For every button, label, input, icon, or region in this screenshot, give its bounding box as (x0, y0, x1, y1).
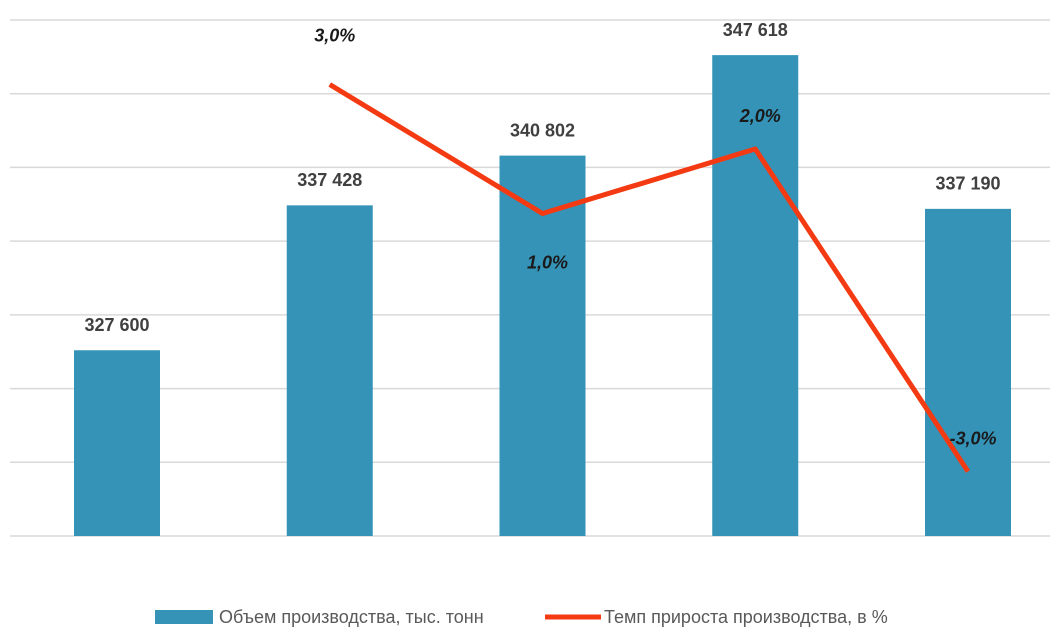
data-label: -3,0% (949, 428, 996, 448)
legend-swatch (155, 610, 213, 624)
bar (712, 55, 799, 536)
bar (499, 155, 586, 536)
data-label: 1,0% (527, 252, 568, 272)
data-label: 2,0% (739, 106, 781, 126)
data-label: 3,0% (314, 25, 355, 45)
bar (286, 205, 373, 536)
data-label: 337 190 (935, 174, 1000, 194)
bar (74, 350, 160, 536)
data-label: 340 802 (510, 120, 575, 140)
legend-label: Объем производства, тыс. тонн (219, 607, 484, 627)
data-label: 327 600 (84, 315, 149, 335)
line (328, 82, 971, 473)
data-label: 347 618 (723, 20, 788, 40)
legend-label: Темп прироста производства, в % (604, 607, 888, 627)
bar (925, 208, 1011, 536)
data-label: 337 428 (297, 170, 362, 190)
